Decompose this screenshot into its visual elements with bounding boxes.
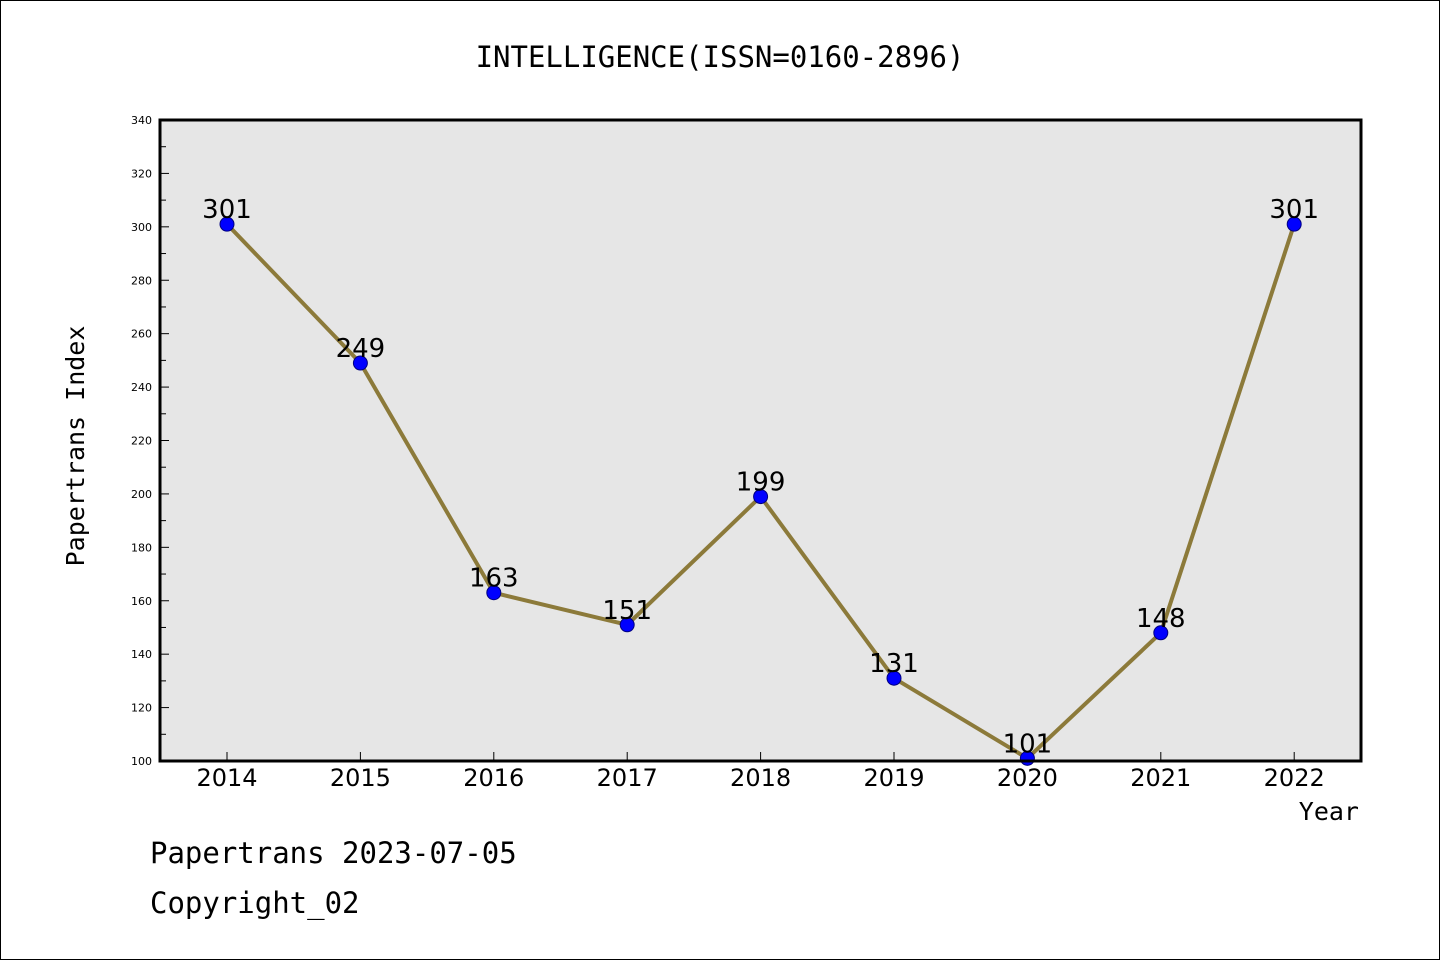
data-point	[1286, 216, 1302, 232]
y-tick-label: 260	[131, 328, 152, 341]
data-point	[1153, 625, 1169, 641]
y-tick-label: 180	[131, 541, 152, 554]
data-label: 148	[1136, 604, 1186, 634]
data-label: 249	[336, 334, 386, 364]
y-tick-label: 200	[131, 488, 152, 501]
y-tick-label: 280	[131, 274, 152, 287]
data-point	[352, 355, 368, 371]
data-point	[219, 216, 235, 232]
x-axis-title: Year	[1299, 797, 1359, 826]
data-point	[619, 617, 635, 633]
x-tick-label: 2017	[597, 764, 658, 792]
x-tick-label: 2021	[1130, 764, 1191, 792]
x-tick-label: 2022	[1264, 764, 1325, 792]
x-tick-label: 2014	[196, 764, 257, 792]
y-tick-label: 120	[131, 702, 152, 715]
data-label: 131	[869, 649, 919, 679]
data-label: 301	[1269, 195, 1319, 225]
data-label-layer: 301 249 163 151 199 131 101 148 301	[202, 195, 1319, 759]
x-tick-label: 2020	[997, 764, 1058, 792]
data-point	[486, 585, 502, 601]
y-tick-label: 160	[131, 595, 152, 608]
plot-border	[158, 118, 1363, 763]
x-tick-label: 2015	[330, 764, 391, 792]
y-tick-label: 300	[131, 221, 152, 234]
plot-area	[160, 120, 1361, 761]
x-tick-label: 2016	[463, 764, 524, 792]
data-label: 163	[469, 564, 519, 594]
x-tick-label: 2018	[730, 764, 791, 792]
y-tick-label: 320	[131, 167, 152, 180]
data-label: 301	[202, 195, 252, 225]
y-tick-label: 340	[131, 114, 152, 127]
data-point	[753, 489, 769, 505]
x-axis: 2014 2015 2016 2017 2018 2019 2020 2021 2022	[196, 752, 1325, 792]
data-point	[886, 670, 902, 686]
y-tick-label: 140	[131, 648, 152, 661]
footer-source-date: Papertrans 2023-07-05	[150, 836, 517, 870]
y-tick-label: 240	[131, 381, 152, 394]
x-tick-label: 2019	[863, 764, 924, 792]
data-label: 101	[1003, 729, 1053, 759]
chart-title: INTELLIGENCE(ISSN=0160-2896)	[476, 40, 965, 74]
data-label: 199	[736, 468, 786, 498]
data-label: 151	[602, 596, 652, 626]
footer-copyright: Copyright_02	[150, 886, 360, 920]
y-axis-title: Papertrans Index	[61, 326, 90, 567]
y-tick-label: 220	[131, 435, 152, 448]
y-tick-label: 100	[131, 755, 152, 768]
series-layer	[219, 216, 1302, 766]
